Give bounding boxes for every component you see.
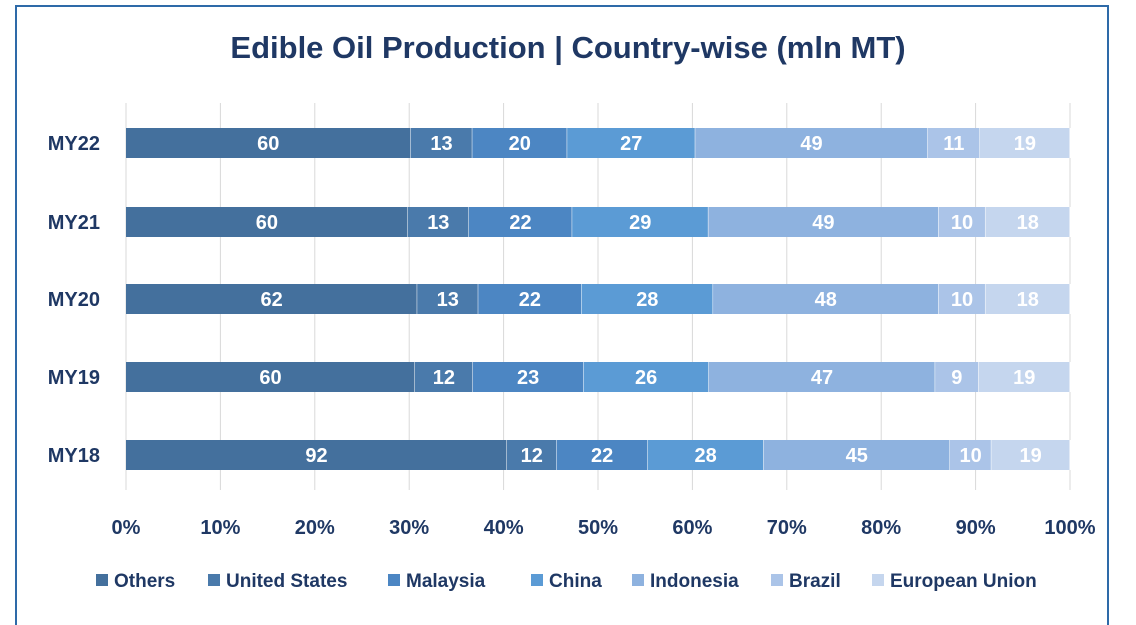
y-category-label: MY19 bbox=[48, 367, 100, 389]
x-tick-label: 70% bbox=[767, 517, 807, 539]
x-tick-label: 80% bbox=[861, 517, 901, 539]
data-label: 20 bbox=[509, 133, 531, 155]
data-label: 60 bbox=[256, 212, 278, 234]
data-label: 12 bbox=[521, 445, 543, 467]
x-tick-label: 50% bbox=[578, 517, 618, 539]
legend-swatch bbox=[872, 574, 884, 586]
data-label: 26 bbox=[635, 367, 657, 389]
data-label: 22 bbox=[591, 445, 613, 467]
x-tick-label: 90% bbox=[956, 517, 996, 539]
legend-label: United States bbox=[226, 571, 347, 592]
data-label: 18 bbox=[1017, 289, 1039, 311]
x-tick-label: 30% bbox=[389, 517, 429, 539]
data-label: 22 bbox=[509, 212, 531, 234]
legend-swatch bbox=[96, 574, 108, 586]
x-tick-label: 0% bbox=[112, 517, 141, 539]
data-label: 19 bbox=[1014, 133, 1036, 155]
legend-swatch bbox=[531, 574, 543, 586]
x-tick-label: 40% bbox=[484, 517, 524, 539]
data-label: 28 bbox=[636, 289, 658, 311]
data-label: 48 bbox=[815, 289, 837, 311]
data-label: 49 bbox=[800, 133, 822, 155]
data-label: 13 bbox=[427, 212, 449, 234]
data-label: 45 bbox=[846, 445, 868, 467]
data-label: 10 bbox=[960, 445, 982, 467]
data-label: 27 bbox=[620, 133, 642, 155]
data-label: 19 bbox=[1020, 445, 1042, 467]
y-category-label: MY21 bbox=[48, 212, 100, 234]
data-label: 23 bbox=[517, 367, 539, 389]
legend-label: Malaysia bbox=[406, 571, 486, 592]
legend-label: Others bbox=[114, 571, 175, 592]
x-tick-label: 20% bbox=[295, 517, 335, 539]
legend-swatch bbox=[632, 574, 644, 586]
data-label: 13 bbox=[430, 133, 452, 155]
data-label: 60 bbox=[257, 133, 279, 155]
legend-label: Brazil bbox=[789, 571, 841, 592]
y-category-label: MY22 bbox=[48, 133, 100, 155]
y-category-label: MY20 bbox=[48, 289, 100, 311]
x-tick-label: 10% bbox=[200, 517, 240, 539]
data-label: 18 bbox=[1017, 212, 1039, 234]
data-label: 9 bbox=[951, 367, 962, 389]
data-label: 12 bbox=[433, 367, 455, 389]
legend-label: China bbox=[549, 571, 602, 592]
data-label: 10 bbox=[951, 289, 973, 311]
data-label: 22 bbox=[519, 289, 541, 311]
data-label: 60 bbox=[259, 367, 281, 389]
data-label: 62 bbox=[260, 289, 282, 311]
x-tick-label: 100% bbox=[1044, 517, 1095, 539]
data-label: 29 bbox=[629, 212, 651, 234]
legend-swatch bbox=[208, 574, 220, 586]
legend-label: Indonesia bbox=[650, 571, 739, 592]
x-tick-label: 60% bbox=[672, 517, 712, 539]
data-label: 10 bbox=[951, 212, 973, 234]
data-label: 19 bbox=[1013, 367, 1035, 389]
data-label: 47 bbox=[811, 367, 833, 389]
legend-swatch bbox=[771, 574, 783, 586]
y-category-label: MY18 bbox=[48, 445, 100, 467]
data-label: 13 bbox=[437, 289, 459, 311]
data-label: 11 bbox=[943, 133, 964, 155]
legend-swatch bbox=[388, 574, 400, 586]
legend-label: European Union bbox=[890, 571, 1037, 592]
data-label: 92 bbox=[305, 445, 327, 467]
data-label: 49 bbox=[812, 212, 834, 234]
data-label: 28 bbox=[695, 445, 717, 467]
